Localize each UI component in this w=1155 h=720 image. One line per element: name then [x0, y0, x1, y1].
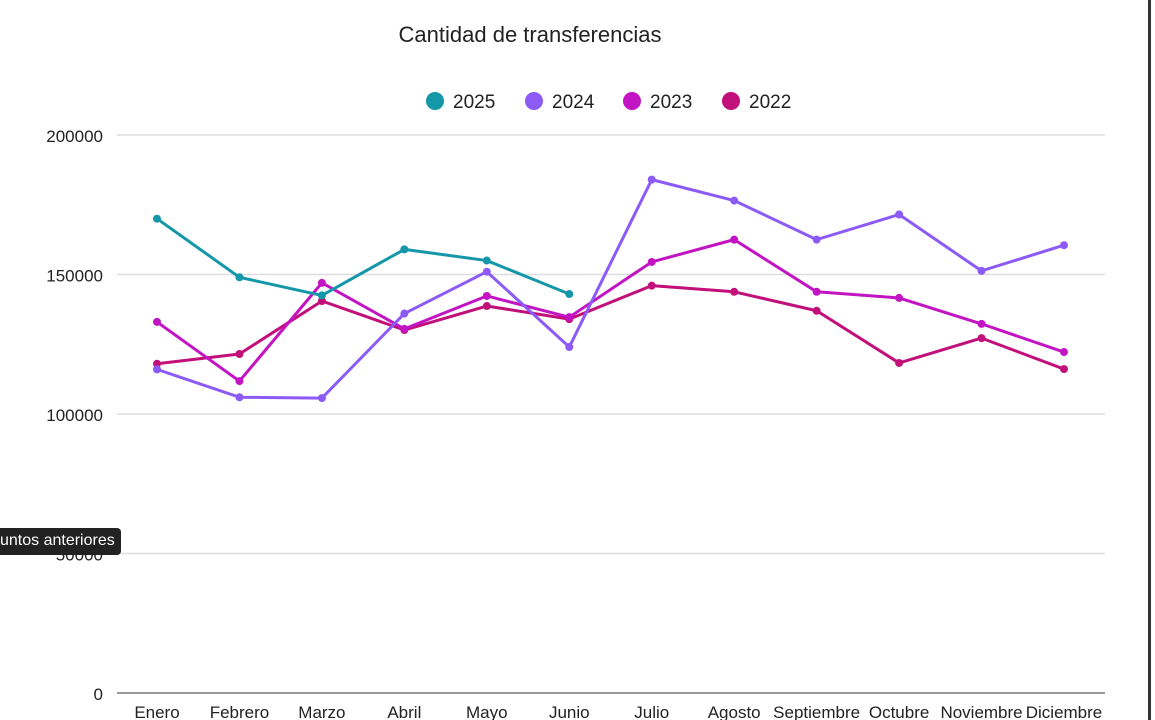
y-tick-label: 200000 — [46, 127, 103, 146]
window-edge — [1148, 0, 1151, 720]
data-point[interactable] — [895, 358, 904, 367]
legend-marker[interactable] — [722, 92, 740, 110]
data-point[interactable] — [400, 245, 409, 254]
data-point[interactable] — [977, 334, 986, 343]
data-point[interactable] — [153, 365, 161, 374]
y-tick-label: 0 — [94, 685, 103, 704]
data-point[interactable] — [1060, 241, 1068, 250]
data-point[interactable] — [565, 290, 574, 299]
y-tick-label: 150000 — [46, 267, 103, 286]
chart-title: Cantidad de transferencias — [399, 22, 662, 47]
data-point[interactable] — [235, 273, 244, 282]
grid — [117, 134, 1105, 694]
series-line — [156, 178, 1065, 400]
legend-marker[interactable] — [525, 92, 543, 110]
data-point[interactable] — [895, 210, 904, 219]
data-point[interactable] — [647, 257, 656, 266]
x-tick-label: Octubre — [869, 703, 929, 720]
data-point[interactable] — [1060, 348, 1068, 357]
x-tick-label: Noviembre — [940, 703, 1022, 720]
data-point[interactable] — [977, 319, 986, 328]
legend-label[interactable]: 2023 — [650, 92, 692, 113]
data-point[interactable] — [153, 214, 161, 223]
series-line — [156, 238, 1065, 383]
data-point[interactable] — [565, 343, 574, 352]
series-2024 — [153, 175, 1068, 403]
x-axis: Enero Febrero Marzo Abril Mayo Junio Julio Agos… — [134, 703, 1102, 720]
x-tick-label: Junio — [549, 703, 590, 720]
series-2022 — [153, 281, 1068, 374]
x-tick-label: Agosto — [708, 703, 761, 720]
x-tick-label: Mayo — [466, 703, 508, 720]
legend-marker[interactable] — [426, 92, 444, 110]
data-point[interactable] — [482, 291, 491, 300]
data-point[interactable] — [317, 278, 326, 287]
legend: 2025 2024 2023 2022 — [426, 92, 791, 113]
y-tick-label: 100000 — [46, 406, 103, 425]
tooltip: untos anteriores — [0, 528, 121, 555]
legend-label[interactable]: 2024 — [552, 92, 595, 113]
data-point[interactable] — [317, 291, 326, 300]
x-tick-label: Abril — [387, 703, 421, 720]
x-tick-label: Enero — [134, 703, 179, 720]
data-point[interactable] — [482, 256, 491, 265]
data-point[interactable] — [977, 266, 986, 275]
data-point[interactable] — [730, 196, 739, 205]
x-tick-label: Febrero — [210, 703, 270, 720]
data-point[interactable] — [647, 281, 656, 290]
data-point[interactable] — [317, 394, 326, 403]
x-tick-label: Diciembre — [1026, 703, 1103, 720]
data-point[interactable] — [730, 287, 739, 296]
data-point[interactable] — [812, 287, 821, 296]
data-point[interactable] — [235, 393, 244, 402]
series-lines — [153, 175, 1068, 403]
x-tick-label: Julio — [634, 703, 669, 720]
series-line — [156, 284, 1065, 371]
data-point[interactable] — [235, 377, 244, 386]
data-point[interactable] — [895, 293, 904, 302]
series-2023 — [153, 235, 1068, 386]
data-point[interactable] — [812, 306, 821, 315]
data-point[interactable] — [317, 297, 326, 306]
data-point[interactable] — [647, 175, 656, 184]
legend-label[interactable]: 2025 — [453, 92, 495, 113]
data-point[interactable] — [730, 235, 739, 244]
data-point[interactable] — [565, 313, 574, 322]
data-point[interactable] — [235, 350, 244, 359]
data-point[interactable] — [482, 302, 491, 311]
data-point[interactable] — [1060, 365, 1068, 374]
series-line — [156, 217, 570, 297]
data-point[interactable] — [400, 309, 409, 318]
x-tick-label: Septiembre — [773, 703, 860, 720]
data-point[interactable] — [482, 267, 491, 276]
x-tick-label: Marzo — [298, 703, 345, 720]
legend-label[interactable]: 2022 — [749, 92, 791, 113]
data-point[interactable] — [812, 235, 821, 244]
data-point[interactable] — [400, 324, 409, 333]
data-point[interactable] — [153, 359, 161, 368]
data-point[interactable] — [153, 317, 161, 326]
series-2025 — [153, 214, 574, 300]
legend-marker[interactable] — [623, 92, 641, 110]
